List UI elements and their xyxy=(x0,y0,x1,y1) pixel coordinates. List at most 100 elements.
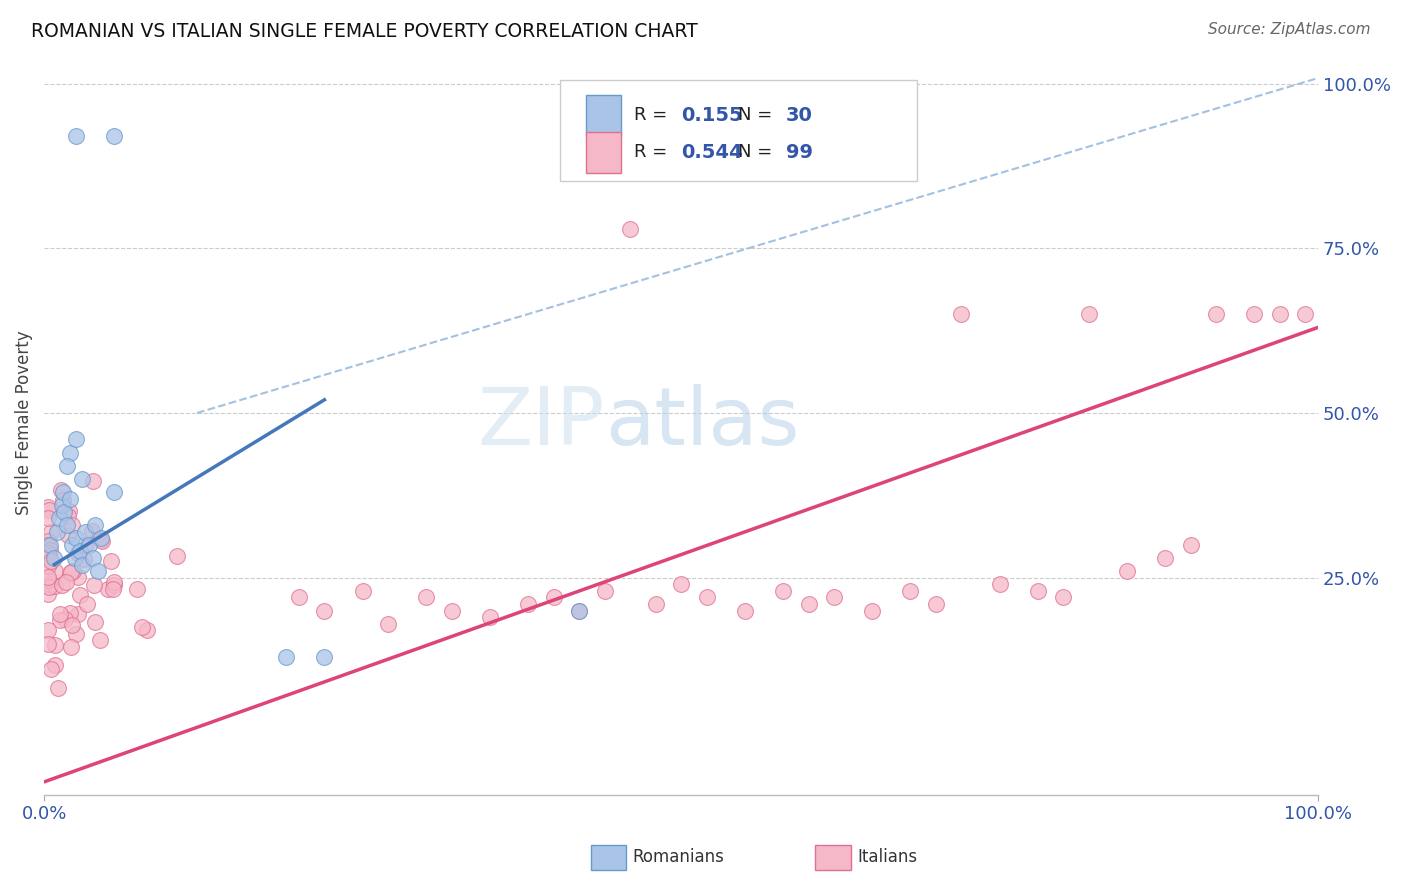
Point xyxy=(73,552,96,566)
Point xyxy=(48,511,70,525)
Point xyxy=(37,533,59,548)
Point xyxy=(37,587,59,601)
Point xyxy=(51,498,73,512)
Point xyxy=(76,597,98,611)
Point xyxy=(58,528,80,542)
Point xyxy=(37,511,59,525)
Point xyxy=(37,574,59,588)
Point xyxy=(56,518,79,533)
Point xyxy=(619,221,641,235)
Point xyxy=(131,620,153,634)
Point xyxy=(377,616,399,631)
Point xyxy=(58,504,80,518)
Point xyxy=(37,623,59,637)
Point xyxy=(45,524,67,539)
Point xyxy=(52,485,75,500)
Point xyxy=(39,524,62,539)
Point xyxy=(59,606,82,620)
Point xyxy=(65,129,87,144)
Text: 99: 99 xyxy=(786,143,813,161)
Point xyxy=(56,458,79,473)
Point xyxy=(37,538,59,552)
Text: R =: R = xyxy=(634,143,673,161)
Point xyxy=(103,575,125,590)
Point xyxy=(51,578,73,592)
Point xyxy=(37,558,59,573)
Point xyxy=(82,550,104,565)
Point xyxy=(136,623,159,637)
Point xyxy=(86,564,108,578)
Point xyxy=(166,549,188,563)
Text: ZIP: ZIP xyxy=(477,384,605,462)
Point xyxy=(988,577,1011,591)
Point xyxy=(80,524,103,538)
Point xyxy=(39,662,62,676)
Point xyxy=(568,604,591,618)
Point xyxy=(38,549,60,564)
Point xyxy=(55,575,77,590)
Point xyxy=(84,615,107,630)
Point xyxy=(60,640,83,654)
Point xyxy=(72,472,94,486)
Point xyxy=(53,505,76,519)
Point xyxy=(568,604,591,618)
Point xyxy=(73,538,96,552)
Point xyxy=(1294,307,1316,321)
Point xyxy=(696,591,718,605)
Point xyxy=(479,610,502,624)
Point xyxy=(39,538,62,552)
Text: 0.544: 0.544 xyxy=(681,143,742,161)
Point xyxy=(82,474,104,488)
Text: atlas: atlas xyxy=(605,384,799,462)
Point xyxy=(52,492,75,507)
Point xyxy=(900,583,922,598)
Point xyxy=(65,433,87,447)
Point xyxy=(644,597,666,611)
Point xyxy=(58,445,80,459)
Point xyxy=(38,580,60,594)
Point xyxy=(925,597,948,611)
Point xyxy=(543,591,565,605)
Point xyxy=(53,612,76,626)
Point xyxy=(60,517,83,532)
Point xyxy=(59,565,82,579)
Point xyxy=(440,604,463,618)
Point xyxy=(44,658,66,673)
Text: Source: ZipAtlas.com: Source: ZipAtlas.com xyxy=(1208,22,1371,37)
Point xyxy=(49,607,72,621)
Point xyxy=(60,538,83,552)
Text: Italians: Italians xyxy=(858,848,918,866)
Point xyxy=(1180,538,1202,552)
Point xyxy=(60,618,83,632)
Point xyxy=(1026,583,1049,598)
Point xyxy=(101,582,124,596)
Point xyxy=(103,485,125,500)
Point xyxy=(314,649,336,664)
Point xyxy=(44,638,66,652)
Point xyxy=(90,533,112,547)
Point xyxy=(69,544,91,558)
Point xyxy=(67,569,90,583)
Point xyxy=(593,583,616,598)
Point xyxy=(49,613,72,627)
Point xyxy=(38,543,60,558)
Point xyxy=(69,588,91,602)
Text: ROMANIAN VS ITALIAN SINGLE FEMALE POVERTY CORRELATION CHART: ROMANIAN VS ITALIAN SINGLE FEMALE POVERT… xyxy=(31,22,697,41)
Point xyxy=(65,531,87,545)
Point xyxy=(100,554,122,568)
Point xyxy=(63,550,86,565)
Point xyxy=(823,591,845,605)
Bar xyxy=(585,132,621,172)
Point xyxy=(59,566,82,580)
Point xyxy=(39,554,62,568)
Point xyxy=(66,607,89,621)
FancyBboxPatch shape xyxy=(560,80,917,181)
Point xyxy=(91,534,114,549)
Point xyxy=(58,491,80,506)
Point xyxy=(1205,307,1227,321)
Point xyxy=(415,591,437,605)
Point xyxy=(37,547,59,561)
Point xyxy=(38,577,60,591)
Point xyxy=(797,597,820,611)
Point xyxy=(90,531,112,545)
